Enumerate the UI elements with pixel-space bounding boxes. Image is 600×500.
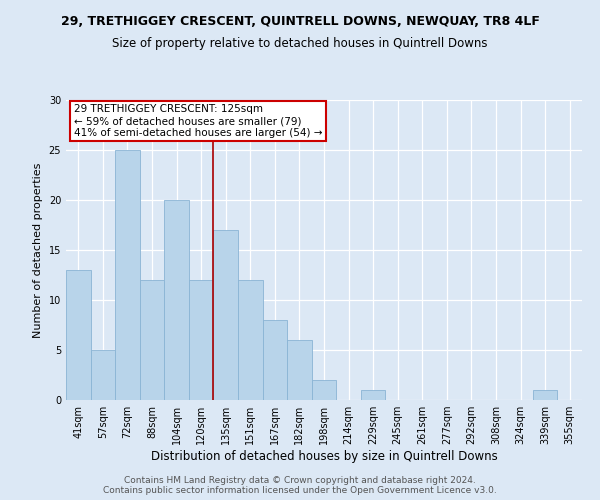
Bar bbox=[66, 270, 91, 400]
Bar bbox=[115, 150, 140, 400]
Bar bbox=[287, 340, 312, 400]
Bar bbox=[164, 200, 189, 400]
Text: 29, TRETHIGGEY CRESCENT, QUINTRELL DOWNS, NEWQUAY, TR8 4LF: 29, TRETHIGGEY CRESCENT, QUINTRELL DOWNS… bbox=[61, 15, 539, 28]
Text: Size of property relative to detached houses in Quintrell Downs: Size of property relative to detached ho… bbox=[112, 38, 488, 51]
Text: 29 TRETHIGGEY CRESCENT: 125sqm
← 59% of detached houses are smaller (79)
41% of : 29 TRETHIGGEY CRESCENT: 125sqm ← 59% of … bbox=[74, 104, 322, 138]
Bar bbox=[189, 280, 214, 400]
Text: Contains HM Land Registry data © Crown copyright and database right 2024.
Contai: Contains HM Land Registry data © Crown c… bbox=[103, 476, 497, 495]
Y-axis label: Number of detached properties: Number of detached properties bbox=[33, 162, 43, 338]
Bar bbox=[312, 380, 336, 400]
Bar bbox=[361, 390, 385, 400]
Bar bbox=[238, 280, 263, 400]
Bar bbox=[533, 390, 557, 400]
Bar bbox=[214, 230, 238, 400]
Bar bbox=[263, 320, 287, 400]
Bar bbox=[91, 350, 115, 400]
Bar bbox=[140, 280, 164, 400]
X-axis label: Distribution of detached houses by size in Quintrell Downs: Distribution of detached houses by size … bbox=[151, 450, 497, 463]
